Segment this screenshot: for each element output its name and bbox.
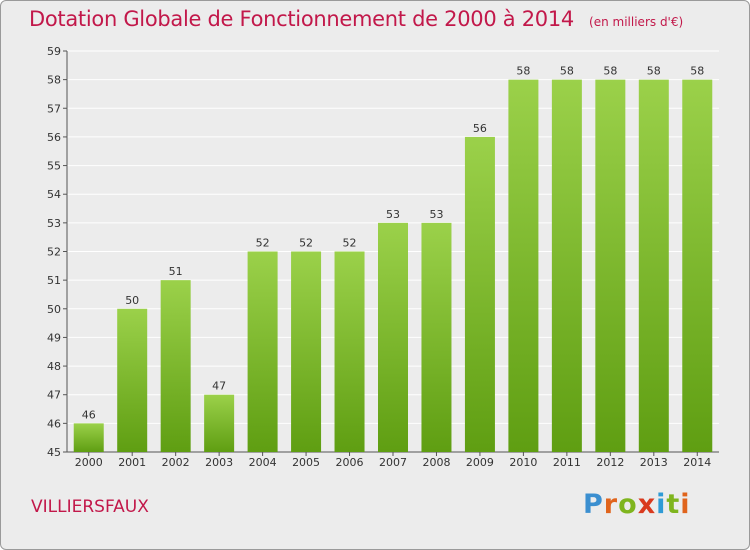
y-tick-label: 47 (47, 389, 61, 402)
data-label: 51 (169, 265, 183, 278)
bar (595, 79, 626, 453)
bar (551, 79, 582, 453)
chart-subtitle: (en milliers d'€) (589, 15, 684, 29)
bar (117, 308, 148, 452)
y-tick-label: 53 (47, 217, 61, 230)
labels: 46 50 51 47 52 52 52 53 53 56 58 58 58 58 58 (82, 65, 705, 422)
bar (421, 222, 452, 452)
bars (73, 79, 713, 453)
y-tick-label: 57 (47, 102, 61, 115)
x-tick-label: 2014 (683, 456, 711, 469)
x-tick-label: 2006 (336, 456, 364, 469)
data-label: 56 (473, 122, 487, 135)
x-tick-label: 2012 (596, 456, 624, 469)
x-tick-label: 2008 (422, 456, 450, 469)
logo-letter: r (603, 489, 619, 520)
y-tick-label: 56 (47, 131, 61, 144)
bar (508, 79, 539, 453)
logo-letter: t (666, 489, 681, 520)
data-label: 47 (212, 380, 226, 393)
bar (638, 79, 669, 453)
x-tick-label: 2005 (292, 456, 320, 469)
y-tick-label: 58 (47, 74, 61, 87)
data-label: 46 (82, 408, 96, 421)
data-label: 58 (603, 65, 617, 78)
y-tick-label: 48 (47, 360, 61, 373)
x-tick-label: 2007 (379, 456, 407, 469)
data-label: 53 (429, 208, 443, 221)
logo-letter: o (618, 489, 638, 520)
data-label: 52 (299, 237, 313, 250)
logo-letter: i (656, 489, 667, 520)
y-tick-label: 55 (47, 160, 61, 173)
bar (160, 280, 191, 452)
y-tick-label: 54 (47, 188, 61, 201)
x-tick-label: 2000 (75, 456, 103, 469)
bar (247, 251, 278, 452)
data-label: 58 (647, 65, 661, 78)
y-tick-label: 59 (47, 45, 61, 58)
bar (73, 423, 104, 452)
x-tick-label: 2009 (466, 456, 494, 469)
y-tick-label: 52 (47, 246, 61, 259)
bar (682, 79, 713, 453)
x-tick-label: 2010 (509, 456, 537, 469)
x-tick-label: 2011 (553, 456, 581, 469)
chart-title-row: Dotation Globale de Fonctionnement de 20… (29, 7, 683, 31)
logo-letter: P (583, 489, 604, 520)
y-tick-label: 46 (47, 417, 61, 430)
bar (334, 251, 365, 452)
data-label: 53 (386, 208, 400, 221)
y-tick-label: 51 (47, 274, 61, 287)
data-label: 52 (343, 237, 357, 250)
x-tick-label: 2003 (205, 456, 233, 469)
bar (378, 222, 408, 452)
commune-name: VILLIERSFAUX (31, 497, 149, 517)
x-tick-label: 2013 (640, 456, 668, 469)
x-tick-label: 2002 (162, 456, 190, 469)
logo-letter: i (680, 489, 691, 520)
y-tick-label: 50 (47, 303, 61, 316)
x-tick-label: 2001 (118, 456, 146, 469)
data-label: 50 (125, 294, 139, 307)
logo-letter: x (637, 489, 657, 520)
data-label: 58 (516, 65, 530, 78)
proxiti-logo[interactable]: Proxiti (583, 489, 691, 520)
data-label: 52 (256, 237, 270, 250)
bar (204, 394, 235, 452)
y-tick-label: 49 (47, 331, 61, 344)
bar (291, 251, 322, 452)
data-label: 58 (560, 65, 574, 78)
bar (464, 136, 495, 452)
y-tick-label: 45 (47, 446, 61, 459)
data-label: 58 (690, 65, 704, 78)
x-tick-label: 2004 (249, 456, 277, 469)
chart-title: Dotation Globale de Fonctionnement de 20… (29, 7, 574, 31)
